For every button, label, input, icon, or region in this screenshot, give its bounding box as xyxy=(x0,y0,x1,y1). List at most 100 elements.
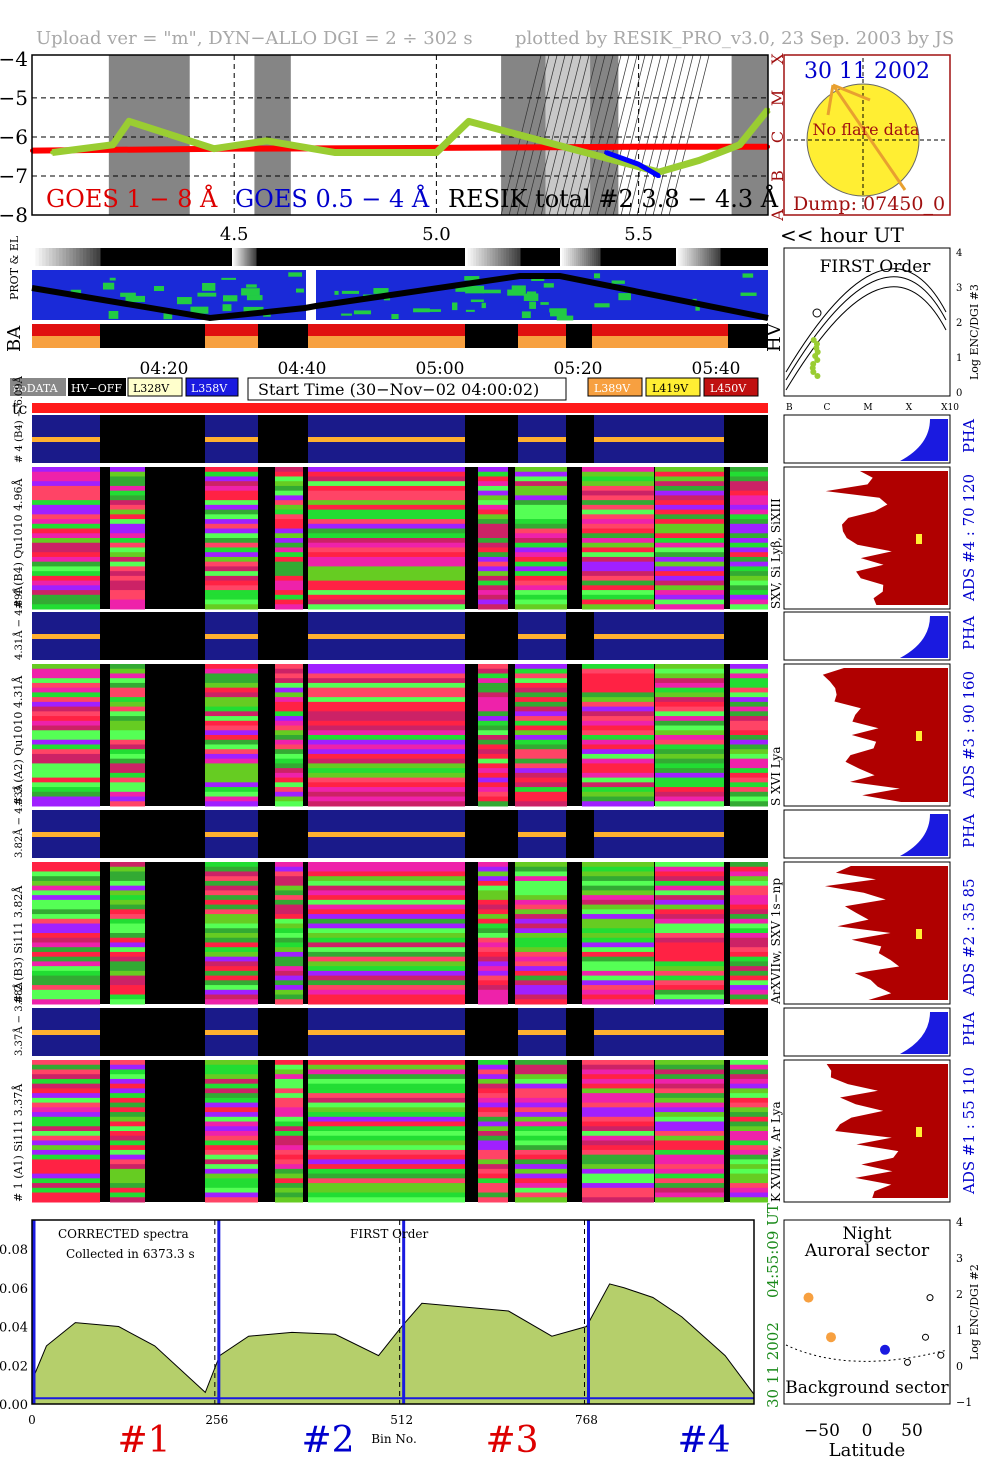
pha-strip-line-1-0 xyxy=(32,634,100,639)
raster-cell-1-8-13 xyxy=(655,725,724,731)
raster-cell-3-5-5 xyxy=(478,1083,508,1089)
raster-cell-0-3-2 xyxy=(275,476,303,482)
raster-cell-0-6-7 xyxy=(515,500,567,506)
raster-cell-2-9-5 xyxy=(730,885,768,891)
raster-cell-3-5-1 xyxy=(478,1064,508,1070)
raster-cell-3-8-7 xyxy=(655,1093,724,1099)
raster-cell-3-2-9 xyxy=(205,1102,258,1108)
spectrum-area-fill xyxy=(31,1283,755,1405)
raster-cell-1-4-0 xyxy=(308,664,465,670)
aurora-panel: Night Auroral sector Background sector L… xyxy=(783,1216,981,1461)
raster-cell-0-9-14 xyxy=(730,533,768,539)
raster-cell-1-0-13 xyxy=(32,725,100,731)
ba-red-1 xyxy=(205,324,258,336)
goes-point-1-9 xyxy=(697,158,702,163)
map-land-52 xyxy=(482,289,501,294)
raster-cell-3-8-22 xyxy=(655,1164,724,1170)
raster-cell-0-2-14 xyxy=(205,533,258,539)
raster-cell-1-3-10 xyxy=(275,711,303,717)
raster-cell-2-7-3 xyxy=(582,876,654,882)
raster-cell-2-5-22 xyxy=(478,966,508,972)
pha-strip-line-3-4 xyxy=(594,1030,724,1035)
el-seg-1-8 xyxy=(241,248,244,266)
raster-cell-0-5-27 xyxy=(478,594,508,601)
raster-cell-1-4-16 xyxy=(308,739,465,745)
el-seg-0-19 xyxy=(96,248,101,266)
el-seg-0-15 xyxy=(83,248,87,266)
raster-cell-2-3-10 xyxy=(275,909,303,915)
raster-cell-2-1-10 xyxy=(110,909,145,915)
raster-cell-3-5-10 xyxy=(478,1107,508,1113)
raster-cell-3-4-8 xyxy=(308,1097,465,1104)
raster-cell-1-9-14 xyxy=(730,730,768,736)
raster-cell-0-3-11 xyxy=(275,519,303,525)
el-seg-3-16 xyxy=(592,248,595,266)
raster-cell-2-5-21 xyxy=(478,961,508,967)
raster-cell-0-4-21 xyxy=(308,566,465,572)
raster-cell-1-6-3 xyxy=(515,678,567,684)
raster-cell-3-4-21 xyxy=(308,1159,465,1165)
raster-cell-1-9-23 xyxy=(730,772,768,779)
raster-cell-2-5-0 xyxy=(478,862,508,868)
raster-cell-2-1-15 xyxy=(110,933,145,939)
raster-cell-3-5-24 xyxy=(478,1173,508,1179)
raster-cell-3-7-16 xyxy=(582,1135,654,1141)
raster-cell-1-3-11 xyxy=(275,716,303,722)
raster-cell-1-6-26 xyxy=(515,787,567,793)
raster-cell-2-4-22 xyxy=(308,966,465,972)
map-land-11 xyxy=(425,309,441,312)
raster-cell-2-8-8 xyxy=(655,899,724,906)
map-land-51 xyxy=(465,285,485,294)
raster-cell-2-6-1 xyxy=(515,866,567,872)
raster-cell-1-0-28 xyxy=(32,796,100,802)
el-seg-4-15 xyxy=(709,248,712,266)
raster-cell-3-8-5 xyxy=(655,1083,724,1089)
raster-cell-0-4-24 xyxy=(308,580,465,586)
el-seg-0-7 xyxy=(55,248,60,266)
raster-cell-1-0-4 xyxy=(32,682,100,689)
raster-cell-2-2-6 xyxy=(205,890,258,896)
el-seg-1-19 xyxy=(254,248,257,266)
map-land-47 xyxy=(540,302,549,305)
raster-cell-3-4-23 xyxy=(308,1168,465,1175)
raster-cell-1-9-25 xyxy=(730,782,768,788)
raster-cell-1-3-21 xyxy=(275,763,303,769)
goes-y-tick-1: −5 xyxy=(0,86,28,110)
goes-grid xyxy=(32,55,768,215)
legend-hvoff-box xyxy=(68,378,126,396)
raster-cell-1-4-15 xyxy=(308,735,465,741)
raster-cell-1-6-5 xyxy=(515,687,567,693)
raster-cell-2-4-10 xyxy=(308,909,465,915)
raster-cell-3-7-13 xyxy=(582,1121,654,1127)
raster-cell-3-6-9 xyxy=(515,1102,567,1108)
raster-cell-3-3-4 xyxy=(275,1078,303,1085)
pha-strip-line-3-0 xyxy=(32,1030,100,1035)
raster-cell-0-4-22 xyxy=(308,571,465,577)
raster-cell-3-2-0 xyxy=(205,1060,258,1066)
raster-cell-0-6-11 xyxy=(515,519,567,525)
raster-cell-3-9-1 xyxy=(730,1064,768,1070)
raster-cell-1-5-22 xyxy=(478,768,508,774)
el-seg-3-17 xyxy=(594,248,597,266)
raster-cell-0-7-29 xyxy=(582,604,654,610)
raster-cell-3-8-12 xyxy=(655,1116,724,1123)
raster-cell-1-2-22 xyxy=(205,768,258,774)
raster-cell-0-5-25 xyxy=(478,585,508,591)
raster-cell-0-2-12 xyxy=(205,523,258,530)
raster-cell-2-5-7 xyxy=(478,895,508,901)
raster-cell-1-4-7 xyxy=(308,697,465,703)
raster-cell-1-9-7 xyxy=(730,697,768,703)
raster-cell-1-2-0 xyxy=(205,664,258,670)
raster-cell-0-1-2 xyxy=(110,476,145,482)
raster-cell-2-0-24 xyxy=(32,975,100,981)
raster-cell-2-7-20 xyxy=(582,956,654,962)
raster-cell-1-9-12 xyxy=(730,720,768,727)
raster-cell-0-2-23 xyxy=(205,575,258,582)
raster-cell-3-2-7 xyxy=(205,1093,258,1099)
el-seg-1-4 xyxy=(236,248,239,266)
raster-cell-1-6-21 xyxy=(515,763,567,769)
raster-cell-0-5-20 xyxy=(478,561,508,567)
raster-cell-1-0-17 xyxy=(32,744,100,750)
raster-cell-2-3-8 xyxy=(275,899,303,906)
goes-x-tick-1: 5.0 xyxy=(422,224,451,245)
